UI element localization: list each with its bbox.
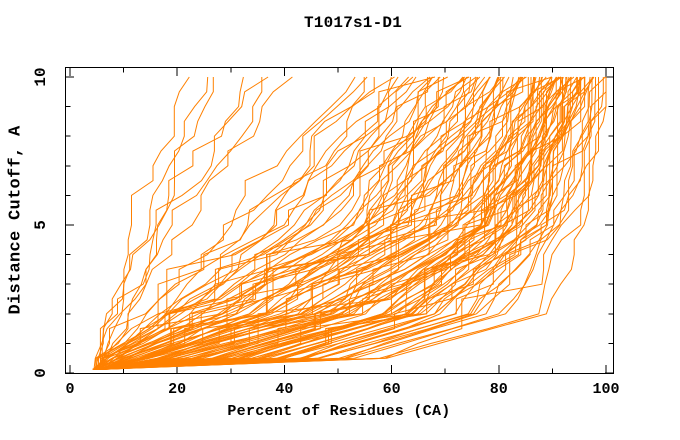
model-curve [101, 76, 190, 370]
x-tick-label: 0 [65, 381, 75, 398]
model-curve [95, 77, 439, 370]
x-tick-label: 80 [489, 381, 508, 398]
model-curve [94, 76, 581, 370]
model-curve [96, 77, 586, 370]
model-curve [95, 76, 293, 370]
model-curve [95, 76, 557, 370]
model-curve [102, 77, 501, 370]
model-curve [102, 76, 541, 370]
model-curve [101, 76, 356, 370]
model-curve [98, 77, 607, 370]
model-curve [95, 76, 477, 370]
model-curve [94, 76, 591, 370]
model-curve [97, 77, 604, 370]
model-curve [100, 76, 470, 370]
model-curve [95, 76, 535, 370]
model-curves [92, 76, 607, 370]
model-curve [99, 76, 537, 370]
model-curve [99, 76, 433, 370]
x-axis-label: Percent of Residues (CA) [227, 403, 451, 420]
model-curve [93, 77, 607, 370]
y-tick-label: 10 [32, 67, 50, 87]
model-curve [97, 77, 365, 370]
model-curve [99, 76, 269, 370]
model-curve [95, 76, 594, 370]
x-tick-label: 60 [382, 381, 401, 398]
x-tick-label: 40 [275, 381, 294, 398]
model-curve [97, 76, 467, 370]
model-curve [97, 76, 553, 370]
model-curve [99, 77, 263, 370]
model-curve [94, 77, 429, 370]
model-curve [101, 77, 607, 370]
model-curve [94, 76, 547, 370]
y-tick-label: 5 [32, 220, 50, 230]
model-curve [102, 77, 599, 370]
model-curve [98, 76, 522, 370]
y-tick-label: 0 [32, 368, 50, 378]
x-tick-label: 20 [168, 381, 187, 398]
model-curve [93, 76, 593, 370]
model-curve [94, 76, 572, 370]
model-curve [98, 76, 209, 370]
model-curve [92, 76, 553, 370]
model-curve [97, 77, 585, 370]
model-curve [99, 76, 582, 370]
model-curve [102, 77, 375, 370]
model-curve [98, 76, 594, 370]
model-curve [99, 76, 595, 370]
model-curve [101, 76, 499, 370]
chart-title: T1017s1-D1 [303, 14, 403, 32]
plot-border [65, 67, 614, 374]
x-tick-label: 100 [592, 381, 620, 398]
model-curve [95, 77, 578, 370]
model-curve [101, 77, 504, 370]
model-curve [102, 76, 469, 370]
model-curve [92, 76, 584, 370]
y-axis-label: Distance Cutoff, A [6, 125, 26, 315]
model-curve [94, 76, 431, 370]
model-curve [96, 76, 392, 370]
model-curve [97, 76, 606, 370]
model-curve [100, 76, 414, 370]
model-curve [93, 76, 586, 370]
axis-ticks [66, 68, 613, 374]
